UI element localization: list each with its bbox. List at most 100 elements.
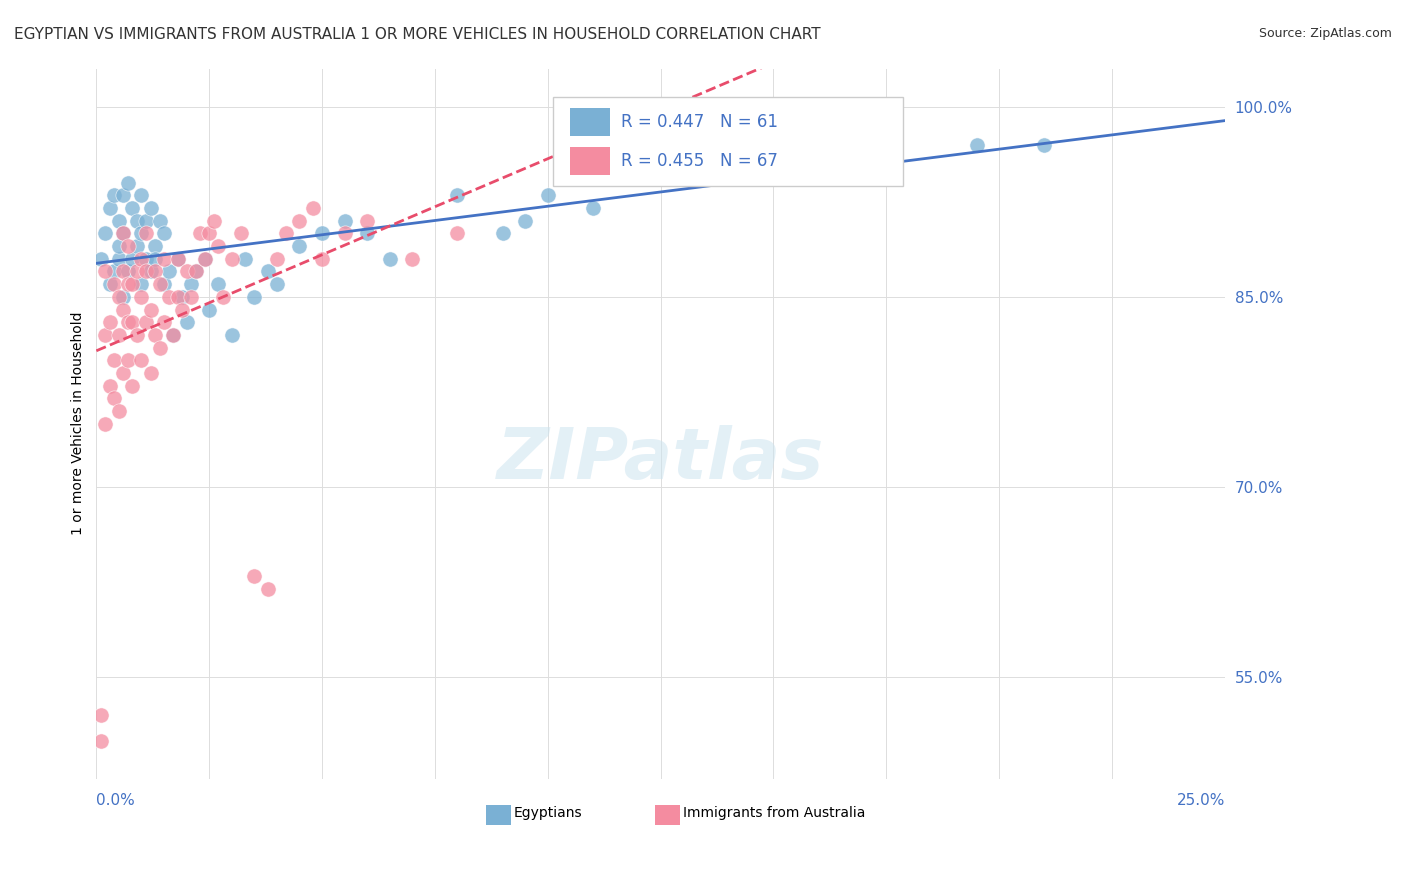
Point — [807, 137, 830, 152]
Point — [356, 213, 378, 227]
Point — [172, 290, 194, 304]
Point — [143, 252, 166, 266]
Point — [143, 327, 166, 342]
Point — [148, 277, 170, 292]
Point — [112, 264, 135, 278]
Point — [221, 252, 243, 266]
Point — [166, 252, 188, 266]
Point — [333, 213, 356, 227]
Point — [311, 227, 333, 241]
Point — [90, 252, 112, 266]
Point — [257, 264, 280, 278]
Point — [98, 277, 121, 292]
Point — [243, 290, 266, 304]
Point — [274, 227, 297, 241]
Point — [221, 327, 243, 342]
Point — [537, 188, 560, 202]
Point — [153, 252, 176, 266]
Point — [207, 239, 229, 253]
Point — [257, 582, 280, 596]
Point — [162, 327, 184, 342]
Point — [108, 290, 131, 304]
Point — [446, 227, 468, 241]
FancyBboxPatch shape — [655, 805, 679, 825]
Point — [98, 378, 121, 392]
Point — [153, 277, 176, 292]
Point — [139, 366, 162, 380]
Point — [94, 264, 117, 278]
Point — [112, 227, 135, 241]
Point — [103, 188, 125, 202]
Point — [135, 213, 157, 227]
Point — [125, 213, 148, 227]
Point — [108, 252, 131, 266]
FancyBboxPatch shape — [571, 146, 610, 175]
Text: R = 0.447   N = 61: R = 0.447 N = 61 — [621, 112, 778, 131]
Y-axis label: 1 or more Vehicles in Household: 1 or more Vehicles in Household — [72, 312, 86, 535]
Text: 25.0%: 25.0% — [1177, 793, 1225, 808]
Point — [131, 353, 153, 368]
Point — [582, 201, 605, 215]
Point — [117, 239, 139, 253]
Point — [302, 201, 325, 215]
Point — [162, 327, 184, 342]
Point — [211, 290, 233, 304]
Point — [108, 404, 131, 418]
Point — [112, 188, 135, 202]
Point — [139, 201, 162, 215]
Point — [98, 201, 121, 215]
Point — [117, 277, 139, 292]
Point — [198, 302, 221, 317]
Point — [108, 327, 131, 342]
Point — [446, 188, 468, 202]
Point — [131, 252, 153, 266]
Point — [176, 264, 198, 278]
Point — [333, 227, 356, 241]
Point — [1033, 137, 1056, 152]
Point — [108, 213, 131, 227]
Point — [198, 227, 221, 241]
Point — [143, 264, 166, 278]
Point — [131, 188, 153, 202]
Point — [740, 150, 762, 164]
Point — [90, 708, 112, 723]
Point — [121, 378, 143, 392]
Point — [184, 264, 207, 278]
Point — [266, 252, 288, 266]
Point — [311, 252, 333, 266]
Point — [266, 277, 288, 292]
Point — [288, 213, 311, 227]
Point — [117, 176, 139, 190]
Text: Egyptians: Egyptians — [515, 806, 582, 820]
Point — [207, 277, 229, 292]
Point — [148, 341, 170, 355]
Point — [194, 252, 217, 266]
Text: Immigrants from Australia: Immigrants from Australia — [683, 806, 866, 820]
Point — [112, 290, 135, 304]
Point — [139, 264, 162, 278]
Point — [515, 213, 537, 227]
Point — [166, 290, 188, 304]
Point — [103, 277, 125, 292]
Point — [148, 213, 170, 227]
Point — [94, 227, 117, 241]
Point — [121, 277, 143, 292]
Point — [401, 252, 423, 266]
FancyBboxPatch shape — [485, 805, 510, 825]
Point — [135, 252, 157, 266]
Point — [672, 163, 695, 178]
Text: Source: ZipAtlas.com: Source: ZipAtlas.com — [1258, 27, 1392, 40]
Point — [188, 227, 211, 241]
Point — [176, 315, 198, 329]
Point — [98, 315, 121, 329]
Point — [135, 227, 157, 241]
Point — [90, 733, 112, 747]
Point — [117, 315, 139, 329]
Point — [157, 290, 180, 304]
Point — [125, 327, 148, 342]
FancyBboxPatch shape — [571, 108, 610, 136]
Point — [94, 327, 117, 342]
Point — [108, 239, 131, 253]
Text: EGYPTIAN VS IMMIGRANTS FROM AUSTRALIA 1 OR MORE VEHICLES IN HOUSEHOLD CORRELATIO: EGYPTIAN VS IMMIGRANTS FROM AUSTRALIA 1 … — [14, 27, 821, 42]
Point — [491, 227, 513, 241]
